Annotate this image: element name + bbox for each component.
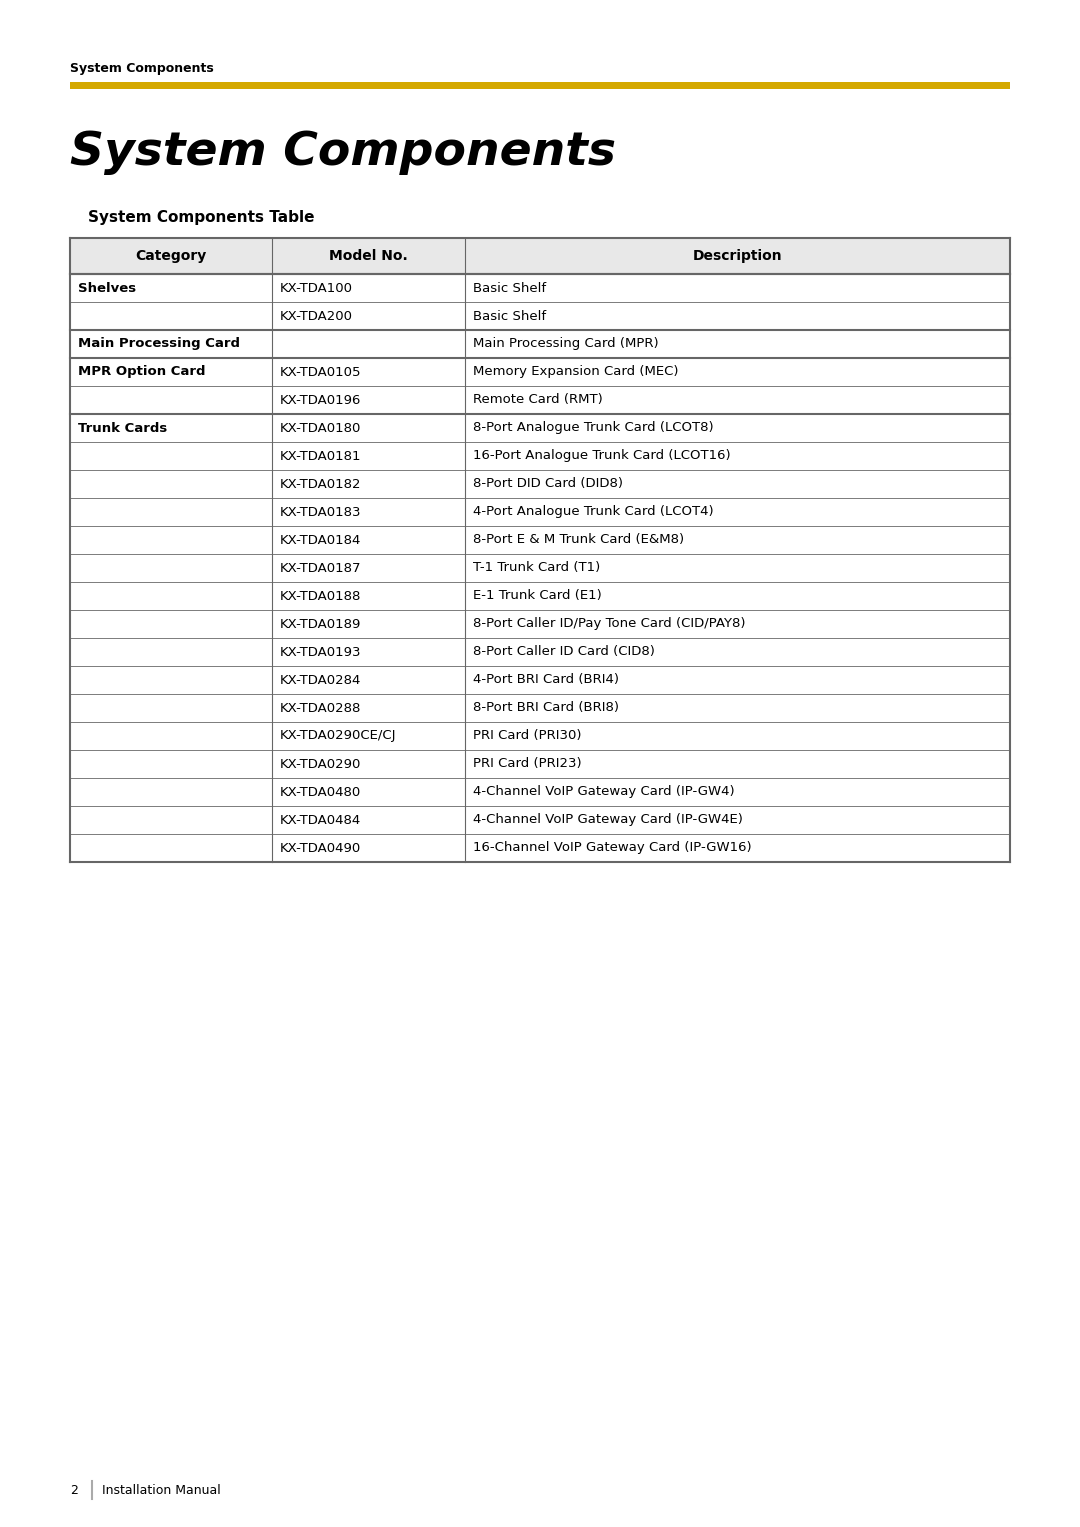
- Bar: [70, 273, 1010, 302]
- Bar: [70, 330, 1010, 357]
- Bar: [70, 722, 1010, 750]
- Text: Main Processing Card (MPR): Main Processing Card (MPR): [473, 337, 659, 351]
- Bar: [70, 554, 1010, 582]
- Text: System Components Table: System Components Table: [89, 211, 314, 224]
- Text: Memory Expansion Card (MEC): Memory Expansion Card (MEC): [473, 365, 678, 379]
- Text: KX-TDA200: KX-TDA200: [280, 310, 353, 322]
- Bar: [70, 582, 1010, 609]
- Text: 8-Port Caller ID/Pay Tone Card (CID/PAY8): 8-Port Caller ID/Pay Tone Card (CID/PAY8…: [473, 617, 745, 631]
- Text: 8-Port E & M Trunk Card (E&M8): 8-Port E & M Trunk Card (E&M8): [473, 533, 684, 547]
- Text: 8-Port Caller ID Card (CID8): 8-Port Caller ID Card (CID8): [473, 646, 654, 658]
- Text: KX-TDA0288: KX-TDA0288: [280, 701, 362, 715]
- Text: KX-TDA0105: KX-TDA0105: [280, 365, 362, 379]
- Text: KX-TDA100: KX-TDA100: [280, 281, 353, 295]
- Text: 8-Port Analogue Trunk Card (LCOT8): 8-Port Analogue Trunk Card (LCOT8): [473, 421, 714, 435]
- Text: KX-TDA0480: KX-TDA0480: [280, 785, 362, 799]
- Text: KX-TDA0484: KX-TDA0484: [280, 814, 362, 826]
- Text: Model No.: Model No.: [329, 249, 408, 263]
- Bar: [70, 498, 1010, 525]
- Text: T-1 Trunk Card (T1): T-1 Trunk Card (T1): [473, 562, 600, 574]
- Text: 2: 2: [70, 1484, 78, 1496]
- Text: 4-Channel VoIP Gateway Card (IP-GW4E): 4-Channel VoIP Gateway Card (IP-GW4E): [473, 814, 743, 826]
- Text: Shelves: Shelves: [78, 281, 136, 295]
- Text: Trunk Cards: Trunk Cards: [78, 421, 167, 435]
- Bar: [70, 693, 1010, 722]
- Bar: [70, 441, 1010, 470]
- Bar: [70, 638, 1010, 666]
- Bar: [70, 609, 1010, 638]
- Text: Main Processing Card: Main Processing Card: [78, 337, 240, 351]
- Text: 16-Channel VoIP Gateway Card (IP-GW16): 16-Channel VoIP Gateway Card (IP-GW16): [473, 841, 752, 855]
- Text: PRI Card (PRI23): PRI Card (PRI23): [473, 757, 581, 771]
- Text: 16-Port Analogue Trunk Card (LCOT16): 16-Port Analogue Trunk Card (LCOT16): [473, 449, 730, 463]
- Bar: [70, 777, 1010, 806]
- Text: Basic Shelf: Basic Shelf: [473, 281, 546, 295]
- Text: KX-TDA0196: KX-TDA0196: [280, 394, 362, 406]
- Text: KX-TDA0290: KX-TDA0290: [280, 757, 362, 771]
- Bar: [70, 357, 1010, 386]
- Bar: [70, 302, 1010, 330]
- Text: Description: Description: [692, 249, 782, 263]
- Bar: [70, 750, 1010, 777]
- Text: KX-TDA0490: KX-TDA0490: [280, 841, 362, 855]
- Bar: [70, 834, 1010, 863]
- Text: 4-Channel VoIP Gateway Card (IP-GW4): 4-Channel VoIP Gateway Card (IP-GW4): [473, 785, 734, 799]
- Text: Basic Shelf: Basic Shelf: [473, 310, 546, 322]
- Text: KX-TDA0184: KX-TDA0184: [280, 533, 362, 547]
- Bar: [70, 82, 1010, 89]
- Bar: [70, 414, 1010, 441]
- Text: E-1 Trunk Card (E1): E-1 Trunk Card (E1): [473, 589, 602, 603]
- Text: System Components: System Components: [70, 63, 214, 75]
- Text: System Components: System Components: [70, 130, 617, 176]
- Text: KX-TDA0189: KX-TDA0189: [280, 617, 362, 631]
- Text: KX-TDA0183: KX-TDA0183: [280, 505, 362, 519]
- Text: 4-Port BRI Card (BRI4): 4-Port BRI Card (BRI4): [473, 673, 619, 687]
- Text: KX-TDA0181: KX-TDA0181: [280, 449, 362, 463]
- Bar: [70, 386, 1010, 414]
- Bar: [70, 525, 1010, 554]
- Text: KX-TDA0180: KX-TDA0180: [280, 421, 362, 435]
- Text: MPR Option Card: MPR Option Card: [78, 365, 205, 379]
- Text: KX-TDA0188: KX-TDA0188: [280, 589, 362, 603]
- Text: 4-Port Analogue Trunk Card (LCOT4): 4-Port Analogue Trunk Card (LCOT4): [473, 505, 714, 519]
- Bar: [70, 666, 1010, 693]
- Text: KX-TDA0290CE/CJ: KX-TDA0290CE/CJ: [280, 730, 396, 742]
- Text: KX-TDA0284: KX-TDA0284: [280, 673, 362, 687]
- Text: Installation Manual: Installation Manual: [103, 1484, 221, 1496]
- Text: PRI Card (PRI30): PRI Card (PRI30): [473, 730, 581, 742]
- Text: 8-Port BRI Card (BRI8): 8-Port BRI Card (BRI8): [473, 701, 619, 715]
- Text: Category: Category: [136, 249, 207, 263]
- Bar: [70, 470, 1010, 498]
- Bar: [70, 806, 1010, 834]
- Text: KX-TDA0182: KX-TDA0182: [280, 478, 362, 490]
- Bar: [70, 238, 1010, 273]
- Text: KX-TDA0193: KX-TDA0193: [280, 646, 362, 658]
- Text: Remote Card (RMT): Remote Card (RMT): [473, 394, 603, 406]
- Text: 8-Port DID Card (DID8): 8-Port DID Card (DID8): [473, 478, 623, 490]
- Text: KX-TDA0187: KX-TDA0187: [280, 562, 362, 574]
